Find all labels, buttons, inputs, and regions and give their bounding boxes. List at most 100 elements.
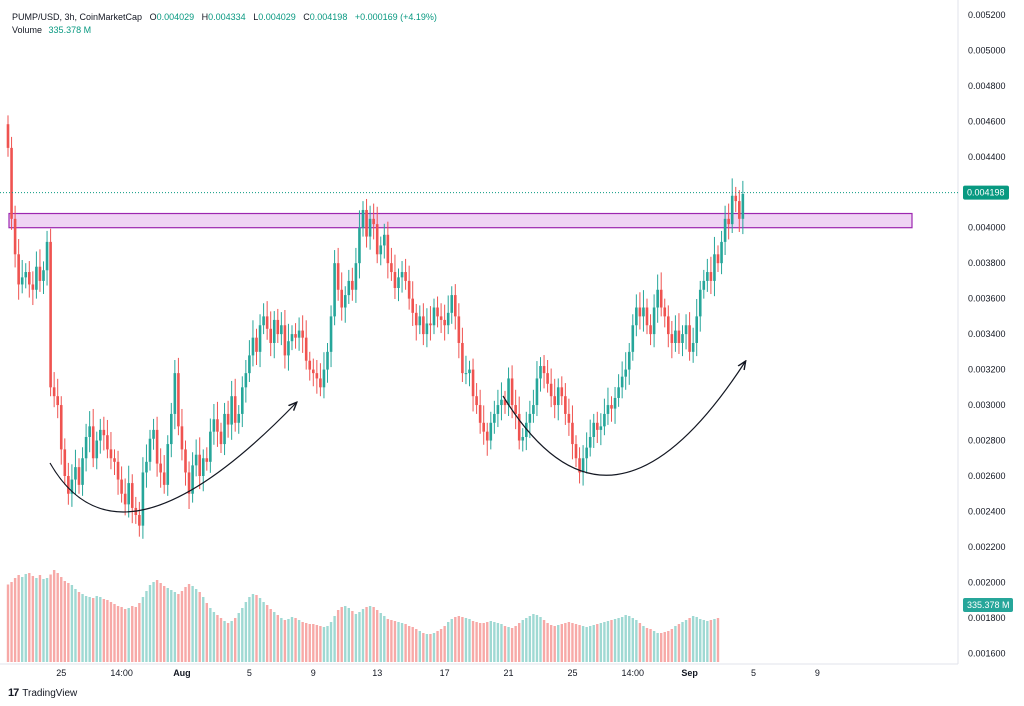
candle-body bbox=[223, 413, 226, 445]
volume-bar bbox=[528, 616, 532, 662]
volume-bar bbox=[223, 621, 226, 662]
volume-bar bbox=[390, 620, 393, 662]
volume-value: 335.378 M bbox=[48, 25, 92, 35]
volume-bar bbox=[99, 597, 102, 662]
volume-bar bbox=[308, 624, 311, 662]
candle-body bbox=[10, 147, 13, 219]
candle-body bbox=[166, 444, 170, 485]
candle-body bbox=[123, 493, 127, 505]
candle-body bbox=[539, 366, 542, 379]
y-tick-label: 0.005000 bbox=[968, 45, 1006, 55]
candle-body bbox=[500, 399, 503, 406]
candle-body bbox=[691, 342, 695, 352]
candle-body bbox=[510, 378, 514, 406]
volume-bar bbox=[28, 573, 31, 662]
y-tick-label: 0.002800 bbox=[968, 436, 1006, 446]
volume-bar bbox=[713, 619, 716, 662]
volume-bar bbox=[212, 612, 216, 662]
volume-bar bbox=[326, 626, 329, 662]
candle-body bbox=[681, 334, 684, 343]
candle-body bbox=[145, 461, 148, 473]
volume-bar bbox=[205, 603, 208, 662]
candle-body bbox=[429, 323, 432, 326]
volume-bar bbox=[322, 627, 326, 662]
candle-body bbox=[446, 312, 450, 326]
candle-body bbox=[368, 218, 372, 237]
volume-row: Volume 335.378 M bbox=[12, 24, 437, 36]
candle-body bbox=[695, 316, 698, 343]
low-label: L bbox=[253, 12, 259, 22]
candle-body bbox=[88, 426, 91, 437]
candle-body bbox=[127, 483, 130, 505]
candle-body bbox=[212, 419, 216, 432]
candle-body bbox=[340, 289, 343, 308]
volume-label[interactable]: Volume bbox=[12, 25, 43, 35]
volume-bar bbox=[418, 631, 421, 662]
volume-bar bbox=[649, 629, 652, 662]
high-label: H bbox=[201, 12, 209, 22]
candle-body bbox=[70, 479, 74, 494]
x-tick-label: 25 bbox=[56, 668, 66, 678]
candle-body bbox=[418, 316, 422, 326]
candle-body bbox=[74, 467, 77, 480]
volume-bar bbox=[248, 597, 251, 662]
volume-bar bbox=[347, 608, 350, 662]
close-value: 0.004198 bbox=[309, 12, 348, 22]
volume-bar bbox=[312, 624, 315, 662]
volume-bar bbox=[514, 626, 517, 662]
x-tick-label: 5 bbox=[751, 668, 756, 678]
volume-bar bbox=[450, 619, 453, 662]
volume-bar bbox=[489, 621, 492, 662]
volume-bar bbox=[113, 604, 116, 662]
candle-body bbox=[258, 325, 262, 352]
volume-bar bbox=[617, 618, 620, 662]
candle-body bbox=[723, 218, 727, 242]
volume-bar bbox=[613, 619, 617, 662]
candle-body bbox=[255, 337, 258, 352]
candle-body bbox=[301, 330, 304, 338]
change-value: +0.000169 (+4.19%) bbox=[354, 12, 437, 22]
volume-bar bbox=[638, 623, 642, 662]
volume-bar bbox=[237, 613, 240, 662]
volume-bar bbox=[628, 616, 631, 662]
high-value: 0.004334 bbox=[208, 12, 246, 22]
candle-body bbox=[631, 325, 635, 352]
candle-body bbox=[642, 307, 645, 317]
candle-body bbox=[567, 413, 571, 423]
candle-body bbox=[77, 467, 81, 485]
volume-bar bbox=[42, 579, 45, 662]
candle-body bbox=[667, 316, 670, 335]
symbol-title[interactable]: PUMP/USD, 3h, CoinMarketCap bbox=[12, 12, 143, 22]
candle-body bbox=[645, 307, 649, 326]
last-price-label: 0.004198 bbox=[967, 188, 1005, 198]
candle-body bbox=[560, 387, 564, 397]
volume-bar bbox=[599, 623, 603, 662]
candle-body bbox=[6, 124, 10, 148]
y-tick-label: 0.004400 bbox=[968, 152, 1006, 162]
cup-arc-right bbox=[502, 362, 745, 476]
volume-bar bbox=[38, 575, 42, 662]
tradingview-logo[interactable]: 17 TradingView bbox=[8, 687, 77, 699]
candle-body bbox=[574, 444, 578, 459]
volume-bar bbox=[464, 618, 468, 662]
x-tick-label: 17 bbox=[440, 668, 450, 678]
candle-body bbox=[81, 458, 84, 485]
volume-bar bbox=[500, 624, 503, 662]
candle-body bbox=[613, 397, 617, 409]
volume-bar bbox=[52, 570, 56, 662]
volume-bar bbox=[581, 626, 585, 662]
candle-body bbox=[20, 277, 24, 285]
resistance-zone bbox=[8, 212, 913, 229]
candle-body bbox=[503, 399, 507, 406]
candle-body bbox=[244, 373, 248, 388]
candle-body bbox=[120, 479, 123, 494]
volume-bar bbox=[716, 618, 720, 662]
candle-body bbox=[24, 272, 28, 278]
candle-body bbox=[148, 438, 152, 462]
candle-body bbox=[116, 461, 120, 480]
candle-body bbox=[468, 369, 471, 374]
volume-bar bbox=[578, 625, 581, 662]
volume-bar bbox=[425, 634, 429, 662]
volume-bar bbox=[574, 624, 578, 662]
